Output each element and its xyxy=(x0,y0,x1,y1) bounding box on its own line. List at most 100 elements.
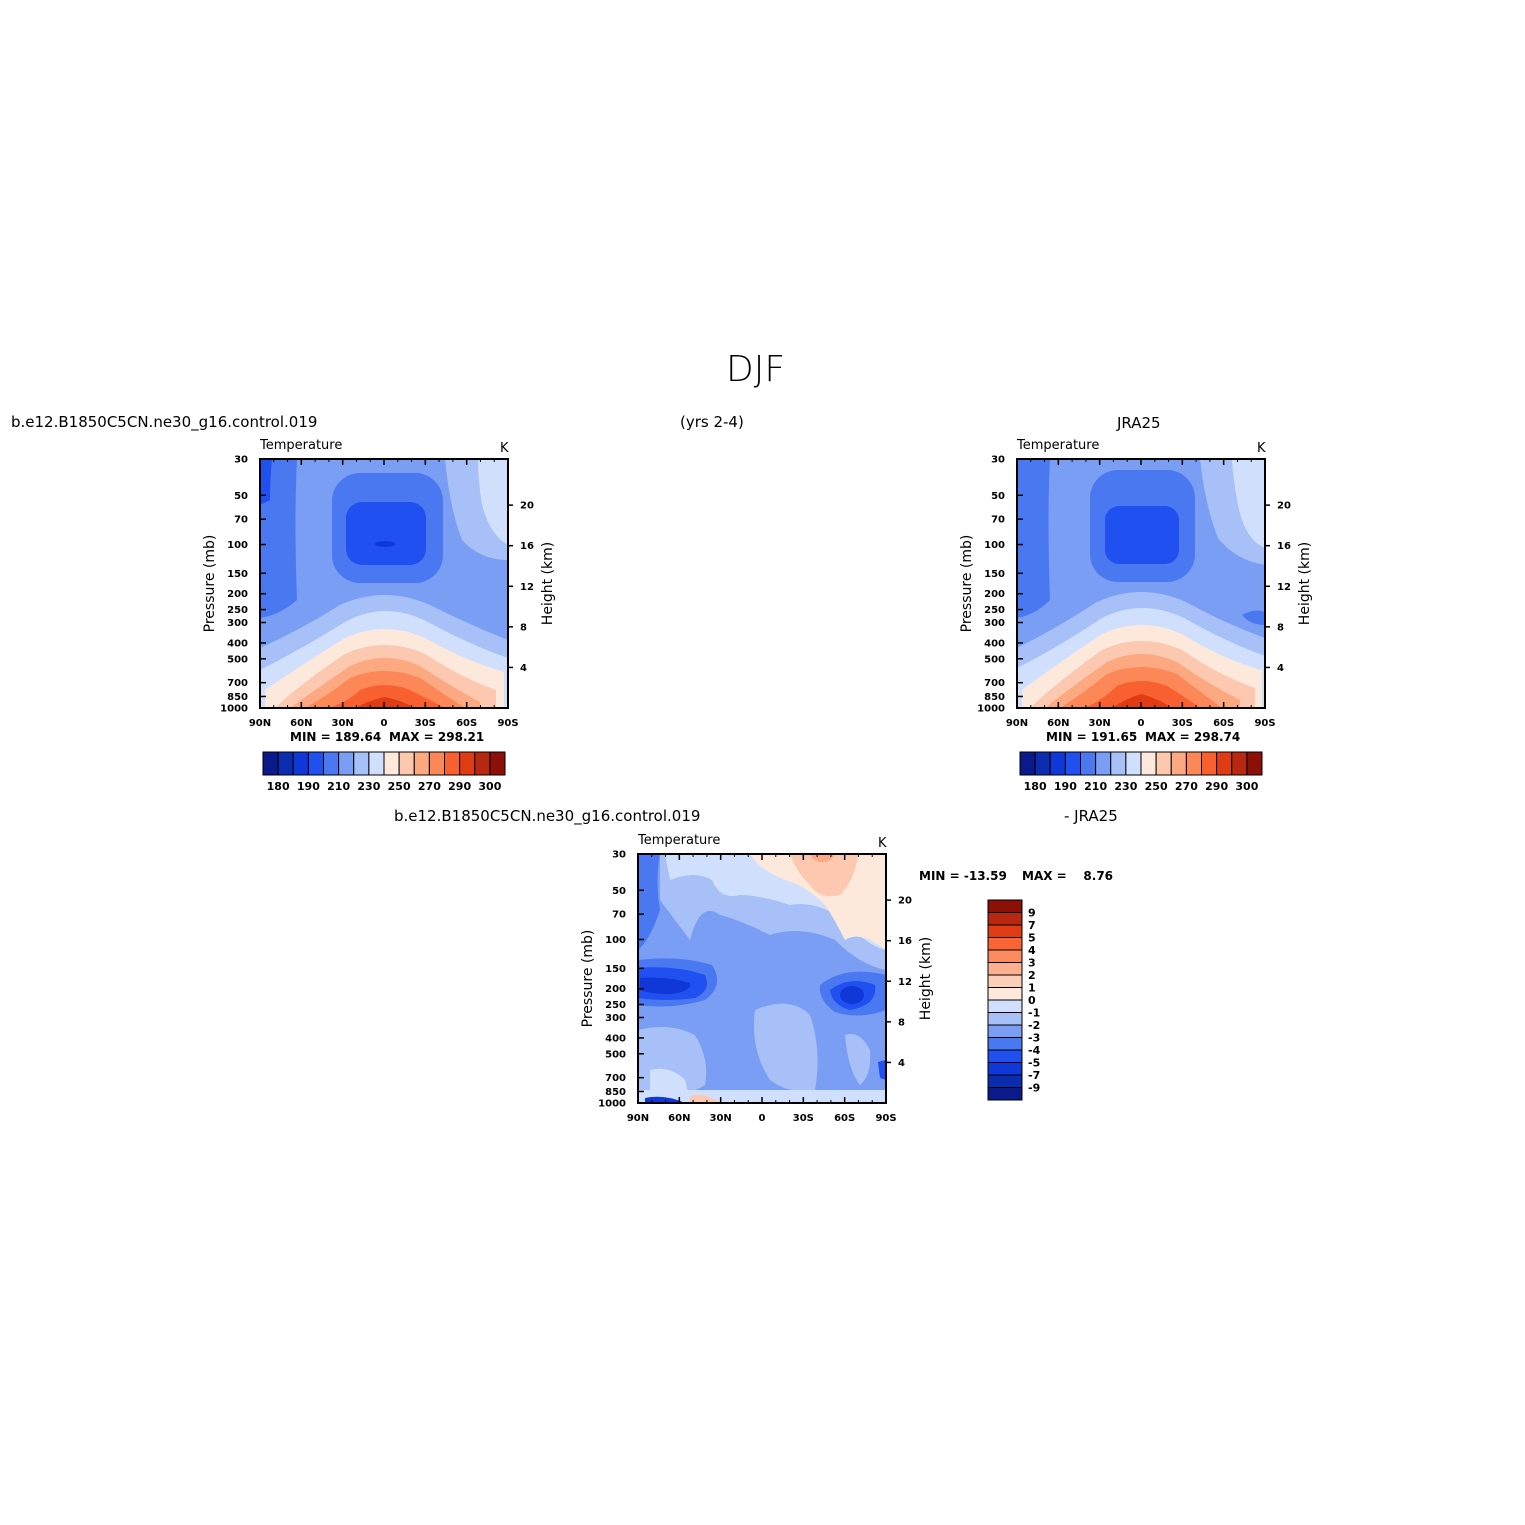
diff-units-label: K xyxy=(878,836,887,851)
diff-colorbar-label: 0 xyxy=(1028,994,1036,1007)
diff-y2-axis-label: Height (km) xyxy=(918,937,934,1020)
obs-colorbar-label: 210 xyxy=(1084,780,1107,793)
diff-y-tick-label: 400 xyxy=(605,1033,626,1044)
diff-colorbar-label: 3 xyxy=(1028,957,1036,970)
diff-colorbar-box xyxy=(987,1087,1023,1101)
diff-max-label: MAX = 8.76 xyxy=(1022,869,1114,883)
diff-y-tick-label: 150 xyxy=(605,964,626,975)
diff-contour-field xyxy=(638,854,886,1103)
model-x-tick-label: 90S xyxy=(497,718,518,729)
obs-y-tick-label: 400 xyxy=(984,638,1005,649)
obs-y-tick-label: 150 xyxy=(984,569,1005,580)
model-y-tick-label: 700 xyxy=(227,678,248,689)
diff-case-label: b.e12.B1850C5CN.ne30_g16.control.019 xyxy=(394,807,701,825)
obs-y-tick-label: 200 xyxy=(984,589,1005,600)
diff-y2-tick-label: 12 xyxy=(898,977,912,988)
model-contour-field xyxy=(260,459,508,708)
model-y2-tick-label: 4 xyxy=(520,663,527,674)
obs-y-tick-label: 500 xyxy=(984,654,1005,665)
model-y-tick-label: 50 xyxy=(234,491,248,502)
diff-colorbar-box xyxy=(987,1012,1023,1026)
diff-colorbar-box xyxy=(987,1074,1023,1088)
diff-colorbar-label: -9 xyxy=(1028,1082,1040,1095)
diff-y-tick-label: 500 xyxy=(605,1049,626,1060)
diff-y2-tick-label: 4 xyxy=(898,1058,905,1069)
obs-y-tick-label: 300 xyxy=(984,618,1005,629)
model-colorbar-label: 180 xyxy=(267,780,290,793)
model-y-tick-label: 250 xyxy=(227,605,248,616)
figure-title: DJF xyxy=(726,349,786,390)
obs-x-tick-label: 90N xyxy=(1006,718,1028,729)
diff-colorbar-box xyxy=(987,949,1023,963)
model-colorbar-box xyxy=(489,751,506,776)
model-y-tick-label: 300 xyxy=(227,618,248,629)
diff-colorbar-box xyxy=(987,937,1023,951)
model-y-axis-label: Pressure (mb) xyxy=(202,535,218,633)
diff-y-tick-label: 850 xyxy=(605,1087,626,1098)
obs-colorbar-label: 290 xyxy=(1205,780,1228,793)
model-colorbar-label: 250 xyxy=(388,780,411,793)
diff-y-tick-label: 30 xyxy=(612,850,626,861)
model-y-tick-label: 200 xyxy=(227,589,248,600)
model-x-tick-label: 60S xyxy=(456,718,477,729)
diff-x-tick-label: 0 xyxy=(759,1113,766,1124)
obs-y2-tick-label: 8 xyxy=(1277,622,1284,633)
obs-contour-field xyxy=(1017,459,1265,708)
diff-colorbar-label: 9 xyxy=(1028,907,1036,920)
diff-colorbar-box xyxy=(987,912,1023,926)
diff-colorbar-label: 1 xyxy=(1028,982,1036,995)
model-y-tick-label: 1000 xyxy=(220,704,248,715)
model-x-tick-label: 60N xyxy=(290,718,312,729)
diff-colorbar-box xyxy=(987,1037,1023,1051)
model-y2-tick-label: 8 xyxy=(520,622,527,633)
diff-colorbar-label: -7 xyxy=(1028,1069,1040,1082)
model-y-tick-label: 400 xyxy=(227,638,248,649)
diff-panel-title: Temperature xyxy=(637,833,720,848)
model-x-tick-label: 0 xyxy=(381,718,388,729)
obs-y2-tick-label: 16 xyxy=(1277,541,1291,552)
model-x-tick-label: 30N xyxy=(332,718,354,729)
diff-colorbar-box xyxy=(987,962,1023,976)
model-y-tick-label: 500 xyxy=(227,654,248,665)
obs-colorbar-label: 180 xyxy=(1024,780,1047,793)
obs-y2-tick-label: 12 xyxy=(1277,582,1291,593)
obs-units-label: K xyxy=(1257,441,1266,456)
obs-colorbar-label: 190 xyxy=(1054,780,1077,793)
obs-colorbar-label: 230 xyxy=(1114,780,1137,793)
obs-y-tick-label: 700 xyxy=(984,678,1005,689)
model-colorbar-label: 190 xyxy=(297,780,320,793)
model-colorbar-label: 290 xyxy=(448,780,471,793)
obs-x-tick-label: 60N xyxy=(1047,718,1069,729)
obs-x-tick-label: 90S xyxy=(1254,718,1275,729)
diff-colorbar-label: 5 xyxy=(1028,932,1036,945)
diff-y2-tick-label: 8 xyxy=(898,1017,905,1028)
obs-y-axis-label: Pressure (mb) xyxy=(959,535,975,633)
obs-y-tick-label: 70 xyxy=(991,515,1005,526)
diff-x-tick-label: 60N xyxy=(668,1113,690,1124)
obs-y2-tick-label: 4 xyxy=(1277,663,1284,674)
diff-y-tick-label: 300 xyxy=(605,1013,626,1024)
obs-x-tick-label: 60S xyxy=(1213,718,1234,729)
obs-y-tick-label: 100 xyxy=(984,540,1005,551)
diff-colorbar-label: 4 xyxy=(1028,944,1036,957)
model-y-tick-label: 150 xyxy=(227,569,248,580)
diff-x-tick-label: 90S xyxy=(875,1113,896,1124)
diff-colorbar-label: 7 xyxy=(1028,919,1036,932)
obs-y-tick-label: 250 xyxy=(984,605,1005,616)
model-colorbar-label: 270 xyxy=(418,780,441,793)
diff-colorbar-box xyxy=(987,924,1023,938)
obs-y2-axis-label: Height (km) xyxy=(1297,542,1313,625)
diff-x-tick-label: 90N xyxy=(627,1113,649,1124)
diff-colorbar-box xyxy=(987,999,1023,1013)
diff-y-tick-label: 250 xyxy=(605,1000,626,1011)
model-min-label: MIN = 189.64 xyxy=(290,730,382,744)
obs-colorbar-box xyxy=(1246,751,1263,776)
obs-y-tick-label: 850 xyxy=(984,692,1005,703)
model-y-tick-label: 70 xyxy=(234,515,248,526)
diff-colorbar-label: -4 xyxy=(1028,1044,1041,1057)
model-panel-title: Temperature xyxy=(259,438,342,453)
